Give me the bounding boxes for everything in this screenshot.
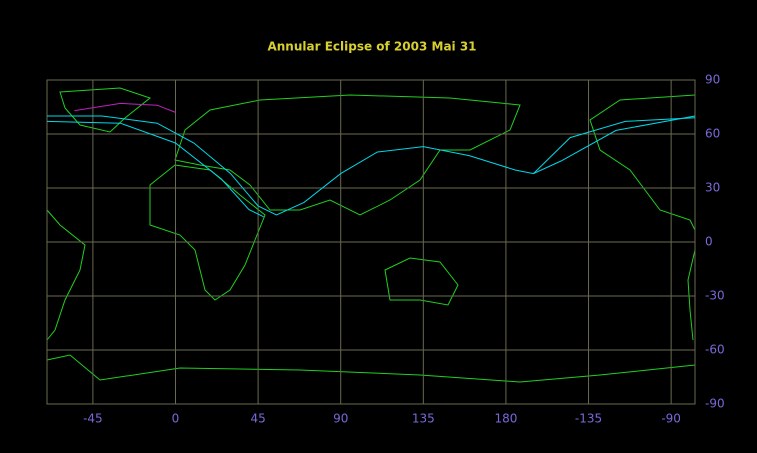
- south-america-west: [687, 249, 696, 341]
- y-tick-label: 90: [705, 73, 720, 87]
- plot-frame: [46, 79, 696, 405]
- australia: [384, 257, 459, 306]
- north-america: [589, 94, 696, 231]
- eurasia: [174, 94, 521, 216]
- greenland: [59, 87, 152, 133]
- south-america-east: [46, 209, 86, 341]
- eclipse-path-line: [46, 120, 264, 218]
- antarctica: [46, 354, 696, 383]
- eclipse-path-line: [47, 115, 696, 216]
- y-tick-label: 60: [705, 127, 720, 141]
- x-tick-label: 45: [250, 412, 265, 426]
- x-tick-label: 180: [494, 412, 517, 426]
- x-tick-label: 135: [412, 412, 435, 426]
- x-tick-label: -135: [575, 412, 602, 426]
- x-tick-label: 90: [333, 412, 348, 426]
- eclipse-path-line: [533, 117, 696, 174]
- eclipse-path-line: [74, 102, 176, 113]
- y-tick-label: 30: [705, 181, 720, 195]
- chart-title: Annular Eclipse of 2003 Mai 31: [267, 40, 476, 54]
- x-tick-label: 0: [172, 412, 180, 426]
- y-tick-label: 0: [705, 235, 713, 249]
- y-tick-label: -90: [705, 397, 725, 411]
- y-tick-label: -30: [705, 289, 725, 303]
- y-tick-label: -60: [705, 343, 725, 357]
- x-tick-label: -45: [83, 412, 103, 426]
- x-tick-label: -90: [661, 412, 681, 426]
